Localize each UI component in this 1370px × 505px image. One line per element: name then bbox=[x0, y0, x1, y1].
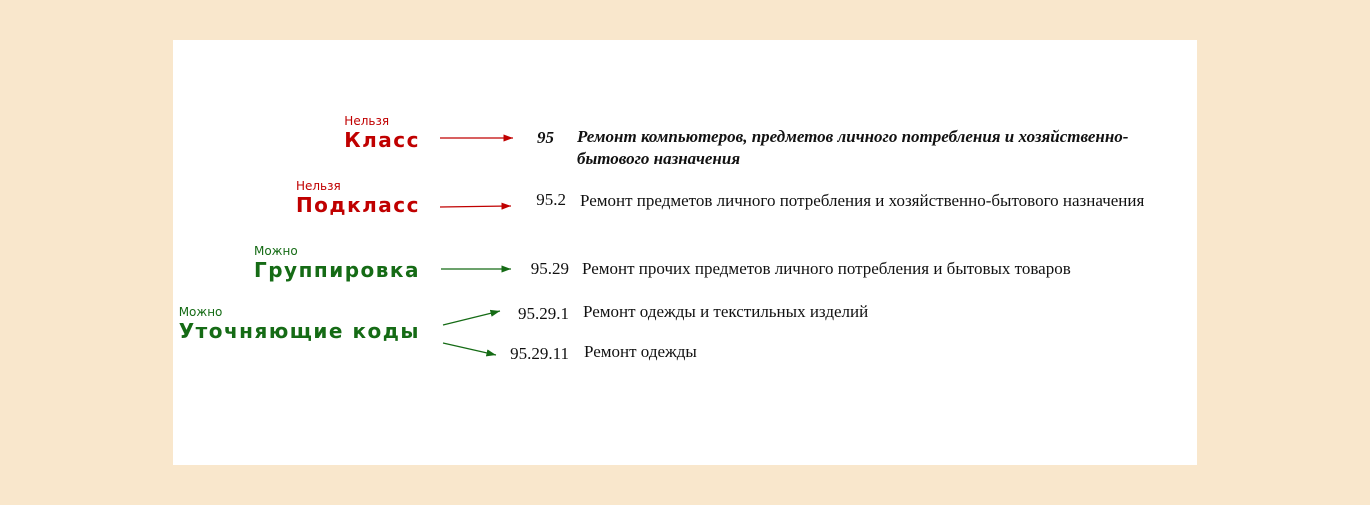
level-class: Нельзя Класс bbox=[344, 114, 420, 152]
level-label: Подкласс bbox=[295, 193, 420, 217]
diagram-card bbox=[173, 40, 1197, 465]
description-95-29: Ремонт прочих предметов личного потребле… bbox=[582, 259, 1071, 278]
description-95: Ремонт компьютеров, предметов личного по… bbox=[577, 127, 1129, 168]
level-label: Группировка bbox=[253, 258, 420, 282]
code-95: 95 bbox=[537, 128, 554, 147]
status-label: Можно bbox=[178, 305, 223, 319]
status-label: Нельзя bbox=[344, 114, 390, 128]
code-95-2: 95.2 bbox=[536, 190, 566, 209]
level-label: Уточняющие коды bbox=[178, 319, 420, 343]
status-label: Нельзя bbox=[295, 179, 341, 193]
status-label: Можно bbox=[253, 244, 298, 258]
arrow-refining-2 bbox=[442, 342, 497, 357]
code-95-29: 95.29 bbox=[530, 259, 569, 278]
description-95-29-11: Ремонт одежды bbox=[584, 342, 697, 361]
description-95-29-1: Ремонт одежды и текстильных изделий bbox=[583, 302, 869, 321]
arrow-refining-1 bbox=[442, 309, 501, 326]
code-95-29-1: 95.29.1 bbox=[518, 304, 569, 323]
code-95-29-11: 95.29.11 bbox=[510, 344, 569, 363]
level-refining-codes: Можно Уточняющие коды bbox=[179, 305, 420, 343]
level-group: Можно Группировка bbox=[254, 244, 420, 282]
description-95-2: Ремонт предметов личного потребления и х… bbox=[580, 191, 1145, 210]
level-subclass: Нельзя Подкласс bbox=[296, 179, 420, 217]
arrow-subclass bbox=[439, 202, 512, 210]
level-label: Класс bbox=[344, 128, 420, 152]
